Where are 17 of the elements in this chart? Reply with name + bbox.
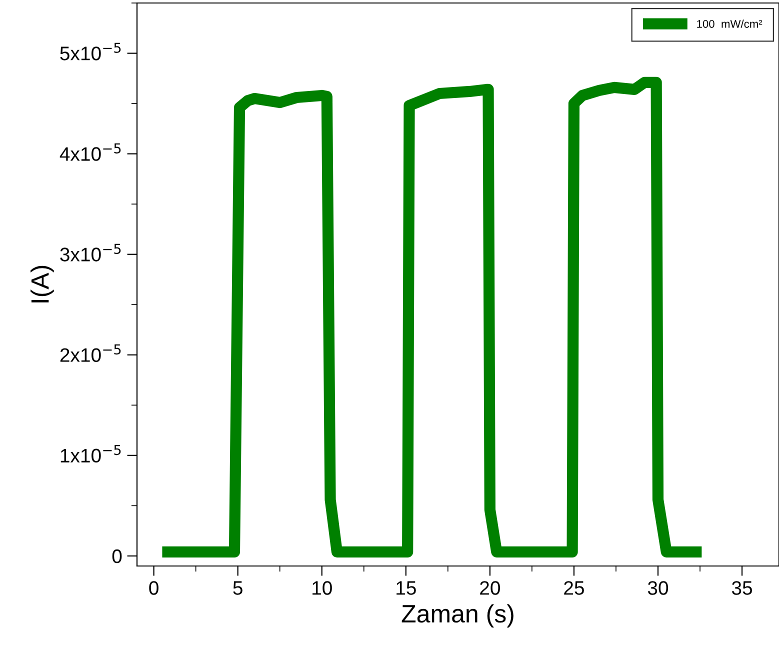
x-tick-label: 0 [149, 581, 158, 595]
y-tick-label: 0 [112, 549, 122, 564]
x-tick-label: 35 [732, 581, 752, 595]
y-tick-label: 5x10$^{−5}$ [60, 42, 121, 60]
x-tick-label: 5 [233, 581, 242, 595]
x-tick-label: 10 [312, 581, 332, 595]
x-tick-label: 15 [396, 581, 416, 595]
y-tick-label: 4x10$^{−5}$ [60, 143, 121, 161]
x-tick-label: 20 [480, 581, 500, 595]
x-tick-label: 30 [648, 581, 668, 595]
y-tick-label: 1x10$^{−5}$ [60, 444, 121, 463]
legend-label: 100 mW/cm² [697, 20, 762, 28]
x-tick-label: 25 [564, 581, 584, 595]
y-axis-title: I(A) [30, 266, 54, 302]
y-tick-label: 2x10$^{−5}$ [60, 344, 121, 362]
y-tick-label: 3x10$^{−5}$ [60, 244, 121, 262]
x-axis-title: Zaman (s) [402, 604, 514, 628]
